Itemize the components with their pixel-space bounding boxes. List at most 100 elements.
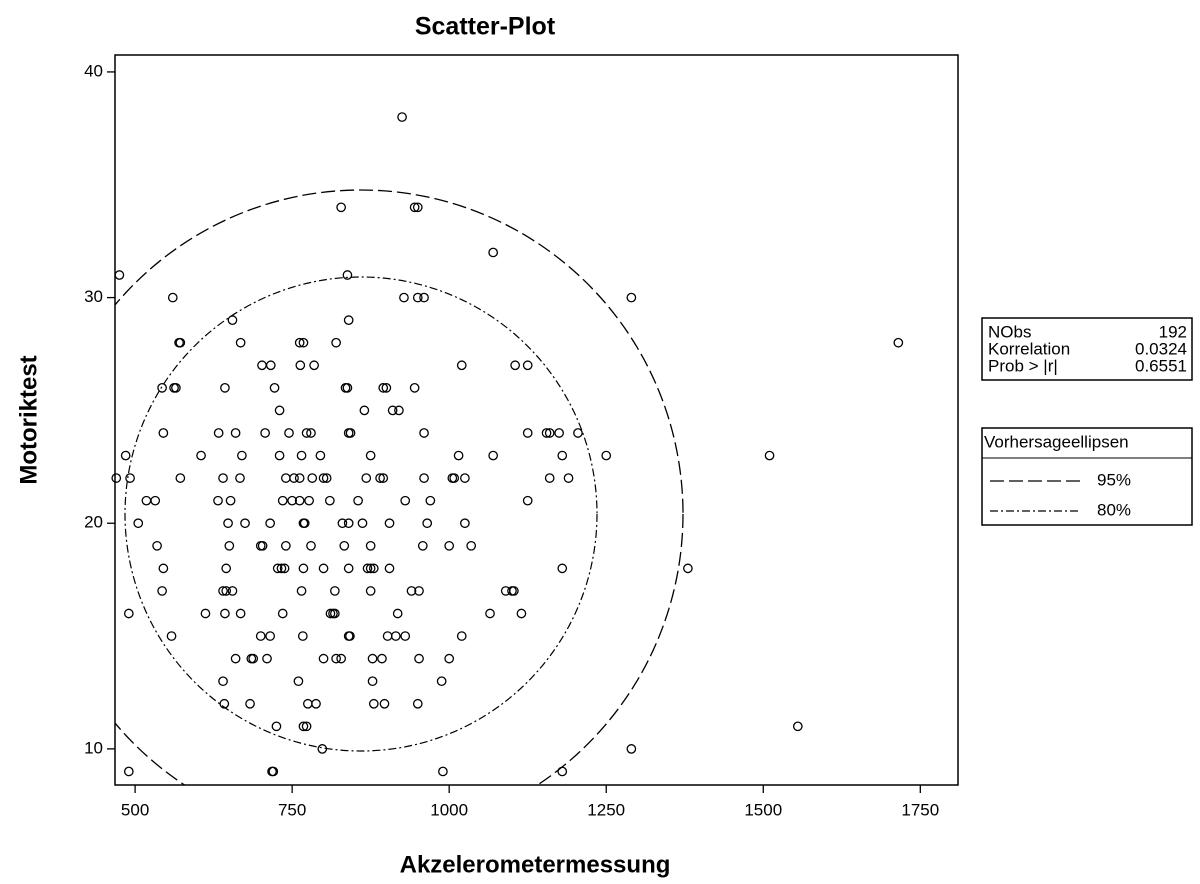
point: [343, 518, 354, 529]
point: [276, 563, 287, 574]
point: [522, 428, 533, 438]
point: [456, 631, 467, 641]
point: [255, 631, 266, 641]
point: [436, 676, 447, 687]
legend-frame: [981, 427, 1193, 526]
point: [196, 450, 206, 461]
point: [544, 473, 555, 483]
point: [460, 518, 470, 529]
point: [400, 631, 411, 641]
point: [365, 450, 376, 461]
point: [298, 721, 309, 732]
point: [296, 450, 307, 461]
point: [281, 540, 291, 551]
point: [392, 608, 403, 619]
point: [325, 608, 336, 619]
point: [294, 337, 305, 348]
point: [324, 495, 335, 506]
point: [466, 540, 477, 551]
point: [200, 608, 211, 619]
x-tick-label: 750: [278, 800, 306, 819]
point: [390, 631, 401, 641]
point: [274, 450, 285, 461]
point: [792, 721, 803, 732]
point: [353, 495, 363, 506]
chart-title: Scatter-Plot: [415, 13, 556, 41]
point: [223, 518, 233, 529]
point: [262, 653, 272, 664]
point: [157, 382, 167, 393]
point: [321, 473, 332, 483]
point: [557, 450, 568, 461]
point: [412, 292, 423, 303]
point: [224, 540, 235, 551]
point: [367, 676, 378, 687]
stats-value: 0.0324: [1135, 339, 1187, 358]
point: [306, 540, 316, 551]
point: [294, 473, 305, 483]
point: [227, 315, 238, 325]
point: [235, 473, 245, 483]
point: [488, 450, 499, 461]
point: [317, 744, 328, 754]
point: [274, 405, 285, 416]
y-axis-label: Motoriktest: [15, 355, 42, 484]
point: [299, 518, 310, 529]
point: [230, 428, 241, 438]
point: [330, 608, 340, 619]
point: [219, 698, 230, 709]
point: [460, 473, 470, 483]
point: [296, 586, 307, 596]
point: [336, 202, 346, 213]
point: [268, 766, 279, 777]
point: [269, 382, 280, 393]
point: [419, 473, 429, 483]
legend-label: 95%: [1097, 470, 1131, 489]
point: [397, 112, 407, 122]
point: [304, 495, 314, 506]
point: [336, 653, 346, 664]
stats-label: NObs: [988, 322, 1031, 341]
point: [158, 563, 169, 574]
point: [417, 540, 428, 551]
point: [133, 518, 144, 529]
point: [218, 473, 228, 483]
point: [406, 586, 417, 596]
point: [342, 270, 353, 280]
point: [345, 428, 356, 438]
point: [379, 698, 390, 709]
point: [120, 450, 131, 461]
point: [309, 360, 319, 371]
point: [152, 540, 162, 551]
point: [554, 428, 564, 438]
point: [510, 360, 520, 371]
point: [345, 631, 355, 641]
point: [301, 428, 312, 438]
point: [365, 540, 376, 551]
point: [449, 473, 460, 483]
stats-label: Prob > |r|: [988, 356, 1058, 375]
point: [167, 292, 178, 303]
point: [220, 382, 230, 393]
point: [277, 495, 288, 506]
point: [281, 473, 291, 483]
point: [301, 721, 312, 732]
point: [377, 653, 387, 664]
point: [272, 563, 283, 574]
y-tick-label: 40: [84, 61, 103, 80]
point: [400, 495, 411, 506]
point: [230, 653, 241, 664]
point: [225, 495, 236, 506]
x-tick-label: 1250: [587, 800, 625, 819]
point: [378, 382, 389, 393]
legend: Vorhersageellipsen 95% 80%: [981, 427, 1193, 526]
legend-title: Vorhersageellipsen: [984, 432, 1129, 451]
point: [384, 563, 395, 574]
point: [318, 563, 329, 574]
point: [414, 586, 424, 596]
point: [330, 586, 340, 596]
point: [331, 653, 341, 664]
ellipse-80: [124, 276, 598, 752]
point: [157, 586, 167, 596]
point: [265, 360, 276, 371]
